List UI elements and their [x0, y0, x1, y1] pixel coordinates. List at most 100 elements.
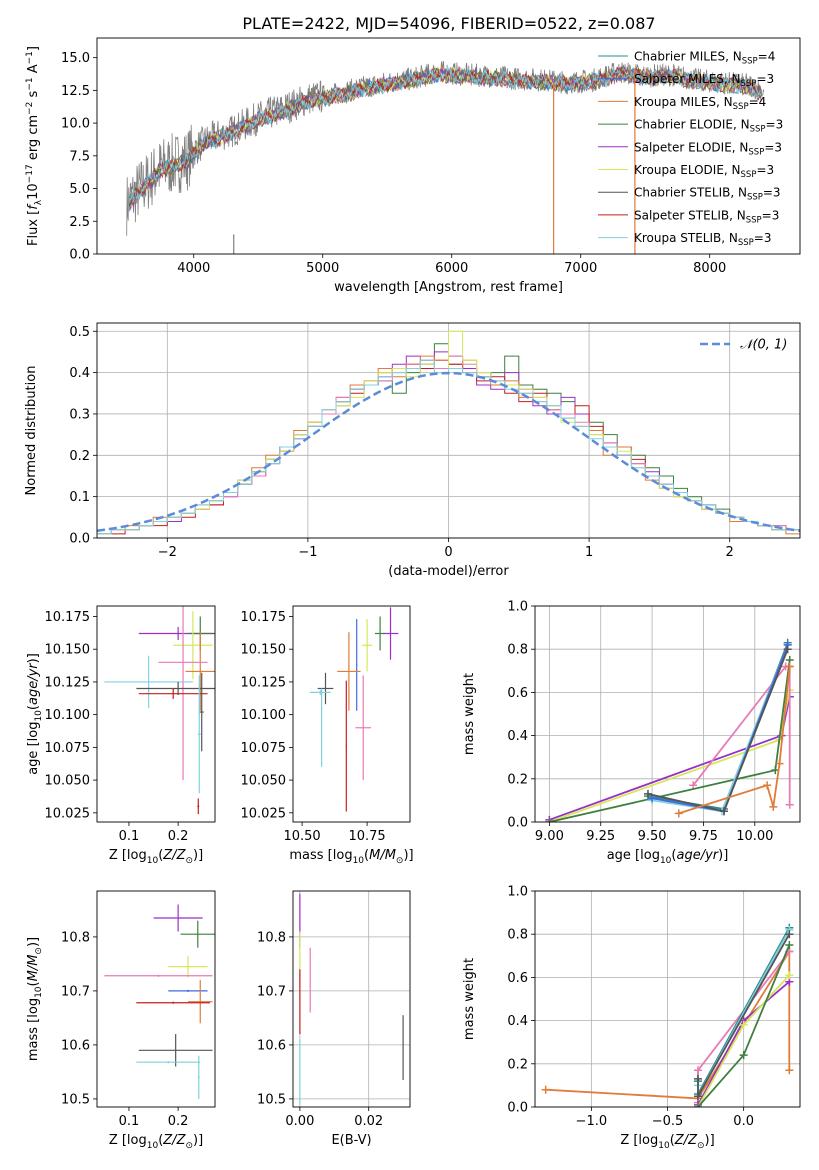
legend-entry-tail: =3: [754, 231, 772, 245]
y-tick-label: 10.125: [45, 675, 91, 690]
y-axis-label: Normed distribution: [24, 366, 39, 496]
legend-entry-sub: SSP: [746, 215, 762, 225]
y-tick-label: 10.0: [61, 117, 90, 132]
legend-entry: Salpeter ELODIE, NSSP=3: [634, 140, 782, 157]
y-axis-label: Flux [fλ10−17 erg cm−2 s−1 A−1]: [25, 46, 44, 246]
error-bar: [356, 619, 358, 711]
weight-point: [545, 818, 554, 822]
legend-entry: Chabrier MILES, NSSP=4: [634, 50, 775, 67]
y-tick-label: 12.5: [61, 84, 90, 99]
gaussian-curve: [97, 371, 800, 533]
y-tick-label: 1.0: [507, 885, 528, 900]
error-bar: [138, 1034, 213, 1067]
y-tick-label: 10.075: [241, 741, 287, 756]
legend-entry: Kroupa STELIB, NSSP=3: [634, 231, 772, 248]
mass-weight-vs-age-panel: 9.00 9.25 9.50 9.75 10.00 0.0 0.2 0.4 0.6 0.8 1.0 a…: [462, 600, 801, 866]
legend-entry-main: Kroupa ELODIE, N: [634, 163, 741, 177]
x-tick-label: 7000: [564, 261, 597, 276]
mass-weight-vs-metallicity-panel: −1.0 −0.5 0.0 0.0 0.2 0.4 0.6 0.8 1.0 Z [log10(Z/…: [462, 885, 801, 1151]
x-tick-label: 9.50: [638, 829, 667, 844]
error-bar: [361, 619, 373, 672]
legend-entry-sub: SSP: [742, 57, 758, 67]
x-tick-label: 0.2: [168, 829, 189, 844]
weight-point: [785, 662, 794, 671]
axes-frame: [96, 37, 801, 255]
x-tick-label: 0.0: [733, 1114, 754, 1129]
legend-entry-main: Chabrier STELIB, N: [634, 186, 747, 200]
y-tick-label: 0.6: [507, 971, 528, 986]
error-bar: [345, 680, 347, 812]
spectrum-panel: 4000 5000 6000 7000 8000 0.0 2.5 5.0 7.5 10.0 12.5…: [25, 37, 801, 295]
x-tick-label: 1: [585, 545, 593, 560]
weight-point: [693, 1103, 702, 1107]
axes-frame: [534, 605, 801, 823]
x-tick-label: 10.50: [283, 829, 320, 844]
error-bar: [321, 688, 323, 768]
error-bar: [199, 672, 204, 752]
legend-entry: Kroupa ELODIE, NSSP=3: [634, 163, 774, 180]
error-bar: [374, 616, 386, 651]
y-tick-label: 10.150: [241, 643, 287, 658]
y-tick-label: 10.050: [45, 774, 91, 789]
y-tick-label: 10.7: [61, 984, 90, 999]
x-tick-label: 10.75: [348, 829, 385, 844]
legend-entry-main: Chabrier MILES, N: [634, 50, 742, 64]
axes-frame: [292, 890, 411, 1108]
residual-histogram-panel: −2 −1 0 1 2 0.0 0.1 0.2 0.3 0.4 0.5 (data-model)/er…: [24, 322, 801, 579]
y-tick-label: 0.2: [507, 772, 528, 787]
error-bar: [136, 1061, 201, 1064]
age-vs-mass-panel: 10.50 10.75 10.025 10.050 10.075 10.100 10.125…: [241, 605, 414, 866]
legend-entry-tail: =4: [758, 50, 776, 64]
y-tick-label: 0.8: [507, 928, 528, 943]
x-tick-label: 9.00: [535, 829, 564, 844]
weight-point: [763, 781, 772, 790]
axes-frame: [292, 605, 411, 823]
y-axis-label: mass weight: [462, 673, 477, 755]
y-axis-label: mass [log10(M/M⊙)]: [26, 937, 44, 1061]
weight-point: [785, 800, 794, 809]
y-tick-label: 0.1: [69, 490, 90, 505]
weight-point: [785, 1066, 794, 1075]
y-tick-label: 10.8: [257, 930, 286, 945]
x-tick-label: 0.02: [354, 1114, 383, 1129]
legend-entry-main: Kroupa MILES, N: [634, 95, 733, 109]
legend-entry: Kroupa MILES, NSSP=4: [634, 95, 766, 112]
legend-entry-main: Salpeter ELODIE, N: [634, 140, 748, 154]
error-bar: [197, 798, 200, 815]
error-bar: [173, 611, 213, 680]
legend-entry-sub: SSP: [733, 102, 749, 112]
y-tick-label: 10.5: [257, 1092, 286, 1107]
x-tick-label: −0.5: [652, 1114, 684, 1129]
y-tick-label: 10.075: [45, 741, 91, 756]
y-tick-label: 0.3: [69, 407, 90, 422]
x-axis-label: E(B-V): [331, 1133, 371, 1148]
y-tick-label: 0.4: [69, 366, 90, 381]
y-tick-label: 15.0: [61, 51, 90, 66]
y-tick-label: 10.175: [241, 610, 287, 625]
error-bar: [136, 1001, 211, 1004]
axes-frame: [534, 890, 801, 1108]
legend-entry-sub: SSP: [741, 170, 757, 180]
y-tick-label: 10.6: [61, 1038, 90, 1053]
y-tick-label: 0.0: [507, 816, 528, 831]
weight-point: [783, 645, 792, 654]
weight-point: [785, 941, 794, 949]
error-bar: [104, 655, 193, 709]
weight-point: [689, 781, 698, 790]
x-tick-label: 9.25: [586, 829, 615, 844]
y-tick-label: 0.6: [507, 686, 528, 701]
y-tick-label: 1.0: [507, 600, 528, 615]
legend-entry-sub: SSP: [741, 79, 757, 89]
x-axis-label: (data-model)/error: [388, 564, 509, 579]
weight-point: [674, 809, 683, 818]
x-axis-label: wavelength [Angstrom, rest frame]: [334, 280, 563, 295]
x-tick-label: −1.0: [576, 1114, 608, 1129]
weight-point: [785, 930, 794, 939]
error-bar: [197, 1055, 200, 1099]
legend-entry-tail: =4: [749, 95, 767, 109]
error-bar: [197, 675, 201, 794]
y-tick-label: 0.0: [507, 1101, 528, 1116]
x-tick-label: 0.2: [168, 1114, 189, 1129]
y-tick-label: 7.5: [69, 149, 90, 164]
